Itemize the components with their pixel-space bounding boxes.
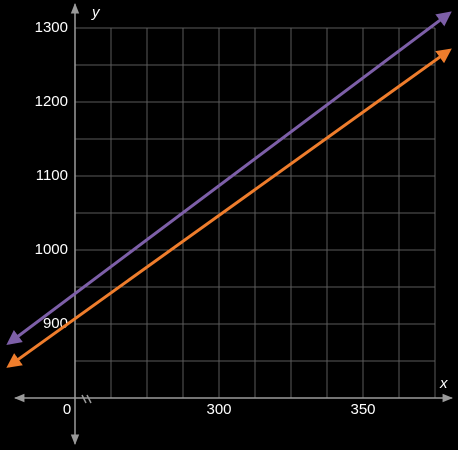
x-tick-label: 300 <box>206 401 231 418</box>
x-tick-label: 0 <box>63 401 71 418</box>
y-tick-label: 1200 <box>35 93 68 110</box>
data-line <box>6 48 452 368</box>
y-axis-label: y <box>91 4 101 21</box>
x-tick-label: 350 <box>350 401 375 418</box>
axis-break <box>81 394 92 404</box>
y-tick-label: 1300 <box>35 19 68 36</box>
plot-area: 0 300 350 900 1000 1100 1200 1300 <box>6 2 454 446</box>
y-tick-label: 1000 <box>35 241 68 258</box>
y-tick-label: 1100 <box>36 167 68 184</box>
y-tick-label: 900 <box>43 315 68 332</box>
x-axis-label: x <box>439 375 448 392</box>
